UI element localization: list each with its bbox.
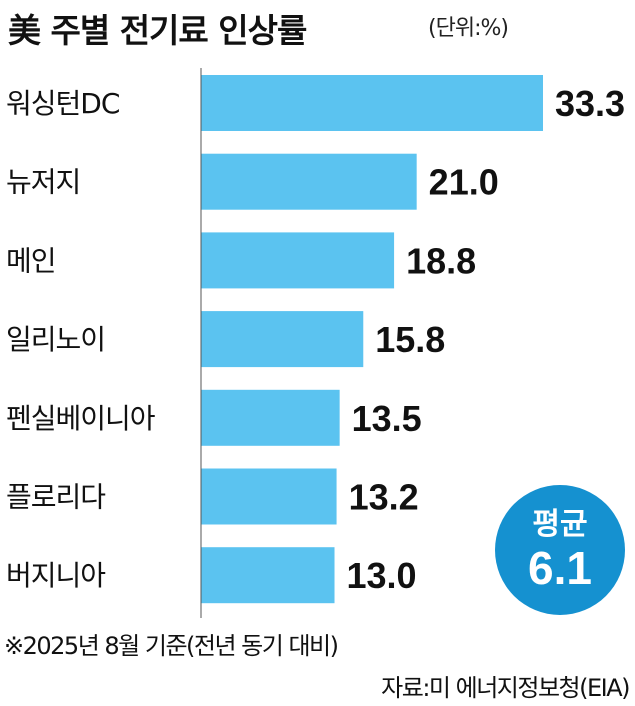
bar	[201, 311, 364, 368]
category-label: 메인	[6, 244, 56, 277]
unit-label: (단위:%)	[428, 16, 509, 41]
category-label: 워싱턴DC	[6, 87, 120, 120]
chart-title: 美 주별 전기료 인상률	[8, 11, 307, 50]
category-label: 플로리다	[6, 481, 105, 514]
bar	[201, 468, 337, 525]
bar	[201, 389, 340, 446]
source-note: 자료:미 에너지정보청(EIA)	[381, 674, 630, 702]
bar	[201, 153, 417, 210]
bar	[201, 547, 335, 604]
footnote: ※2025년 8월 기준(전년 동기 대비)	[4, 632, 339, 660]
average-badge: 평균 6.1	[495, 485, 625, 615]
average-value: 6.1	[528, 542, 592, 594]
value-label: 13.0	[347, 555, 417, 596]
category-label: 펜실베이니아	[6, 402, 155, 435]
value-label: 33.3	[555, 83, 625, 124]
average-label: 평균	[532, 507, 588, 542]
value-label: 13.5	[352, 398, 422, 439]
value-label: 21.0	[429, 162, 499, 203]
value-label: 15.8	[375, 319, 445, 360]
bar	[201, 75, 543, 131]
value-label: 18.8	[406, 240, 476, 281]
category-label: 뉴저지	[6, 166, 80, 199]
category-label: 일리노이	[6, 323, 105, 356]
value-label: 13.2	[349, 477, 419, 518]
category-label: 버지니아	[6, 559, 105, 592]
bar	[201, 232, 395, 289]
